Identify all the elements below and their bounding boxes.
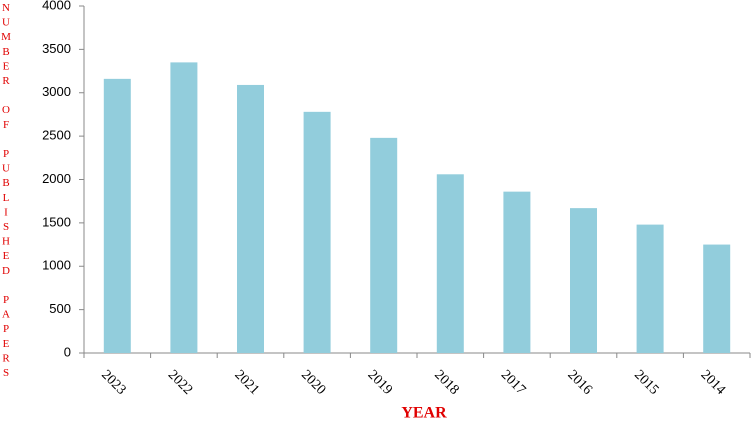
y-tick-label: 3000 — [42, 84, 71, 99]
y-tick-label: 1000 — [42, 258, 71, 273]
x-tick-label: 2019 — [365, 367, 395, 397]
x-tick-label: 2018 — [431, 367, 461, 397]
bar — [103, 78, 131, 354]
y-tick-label: 0 — [64, 344, 71, 359]
bar — [503, 191, 531, 353]
x-tick-label: 2021 — [231, 367, 261, 397]
bar — [636, 224, 664, 353]
x-tick-label: 2017 — [498, 367, 528, 397]
bar — [436, 174, 464, 353]
x-tick-label: 2015 — [631, 367, 661, 397]
bar — [303, 111, 331, 354]
y-tick-label: 500 — [49, 301, 71, 316]
bar — [237, 84, 264, 353]
x-tick-label: 2014 — [698, 367, 728, 397]
y-tick-label: 1500 — [42, 214, 71, 229]
x-axis-title: YEAR — [401, 405, 447, 422]
bar — [170, 62, 198, 353]
bar — [703, 244, 731, 353]
y-tick-label: 4000 — [42, 0, 71, 12]
y-axis-title: NUMBER OF PUBLISHED PAPERS — [0, 2, 12, 382]
x-tick-label: 2016 — [564, 367, 594, 397]
y-tick-label: 3500 — [42, 41, 71, 56]
x-tick-label: 2023 — [98, 367, 128, 397]
x-tick-label: 2020 — [298, 367, 328, 397]
y-tick-label: 2500 — [42, 128, 71, 143]
x-tick-label: 2022 — [165, 367, 195, 397]
bar — [370, 137, 398, 353]
y-tick-label: 2000 — [42, 171, 71, 186]
bar — [570, 208, 597, 353]
